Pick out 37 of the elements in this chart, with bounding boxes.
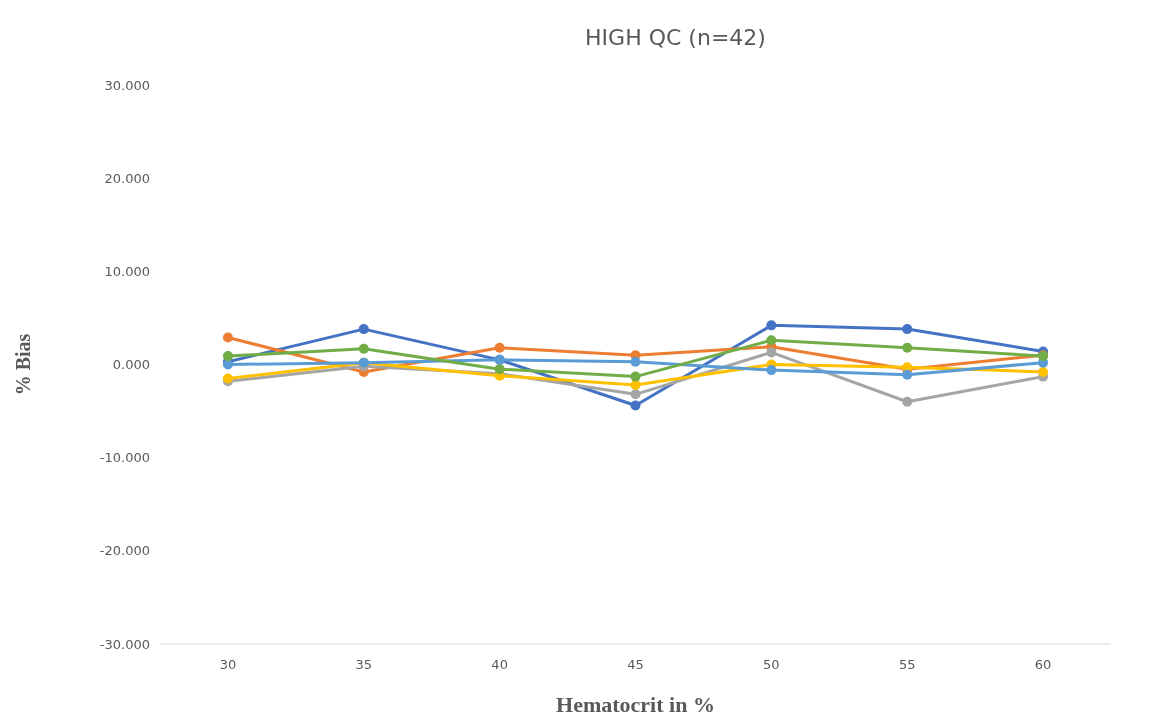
x-tick-label: 55	[898, 657, 916, 672]
x-axis-title: Hematocrit in %	[556, 692, 715, 717]
y-tick-label: 30.000	[104, 77, 150, 93]
point	[494, 342, 505, 353]
point	[630, 380, 641, 390]
y-tick-label: 10.000	[104, 263, 150, 279]
point	[766, 365, 777, 376]
point	[222, 351, 233, 362]
point	[358, 343, 369, 354]
point	[902, 342, 913, 353]
point	[494, 364, 505, 375]
point	[1038, 366, 1049, 377]
y-tick-label: -30.000	[99, 636, 150, 652]
point	[766, 347, 777, 358]
point	[902, 396, 913, 407]
point	[358, 324, 369, 335]
y-tick-label: 0.000	[112, 357, 150, 373]
x-tick-label: 50	[763, 657, 780, 672]
point	[630, 356, 641, 367]
point	[630, 371, 641, 382]
chart-title: HIGH QC (n=42)	[585, 25, 766, 50]
point	[766, 335, 777, 346]
x-tick-label: 60	[1034, 657, 1052, 672]
x-tick-label: 35	[355, 657, 373, 672]
point	[902, 369, 913, 380]
y-axis-title: % Bias	[12, 333, 34, 396]
x-tick-label: 45	[627, 657, 644, 672]
x-tick-label: 30	[219, 657, 237, 672]
y-tick-label: -10.000	[99, 450, 150, 466]
point	[902, 324, 913, 335]
y-tick-label: -20.000	[99, 543, 150, 559]
x-tick-label: 40	[491, 657, 508, 672]
y-tick-label: 20.000	[104, 170, 150, 186]
point	[222, 332, 233, 343]
point	[766, 320, 777, 331]
point	[630, 400, 641, 411]
point	[630, 389, 641, 400]
